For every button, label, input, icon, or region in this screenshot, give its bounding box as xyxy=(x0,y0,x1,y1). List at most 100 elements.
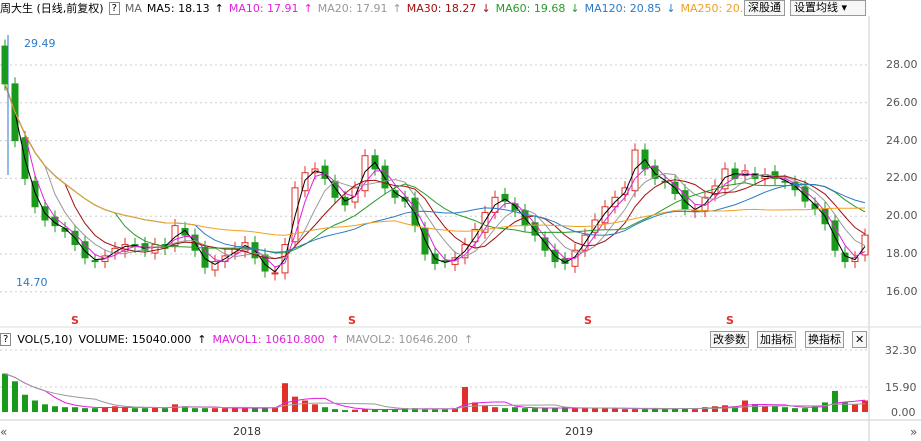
price-tick: 22.00 xyxy=(886,171,918,185)
volume-bar xyxy=(452,408,458,412)
ma-value: MA250: 20.46 xyxy=(680,1,758,15)
candle xyxy=(811,203,819,210)
arrow-icon: ↑ xyxy=(303,1,313,15)
s-marker: S xyxy=(584,314,592,327)
arrow-icon: ↓ xyxy=(570,1,580,15)
vol-tick: 15.90 xyxy=(885,381,917,394)
volume-value: VOLUME: 15040.000 xyxy=(78,332,192,346)
volume-bar xyxy=(552,408,558,412)
volume-bar xyxy=(102,407,108,412)
volume-header: ? VOL(5,10) VOLUME: 15040.000 ↑ MAVOL1: 1… xyxy=(0,331,479,347)
volume-bar xyxy=(272,407,278,412)
stock-title: 周大生 (日线,前复权) xyxy=(0,2,104,15)
volume-bar xyxy=(122,407,128,412)
volume-bar xyxy=(582,408,588,412)
candle xyxy=(361,155,369,192)
ma-header: 周大生 (日线,前复权) ? MA MA5: 18.13 ↑ MA10: 17.91… xyxy=(0,0,921,16)
vol-title: VOL(5,10) xyxy=(17,332,73,346)
arrow-icon: ↓ xyxy=(666,1,676,15)
volume-bar xyxy=(352,409,358,412)
arrow-up-icon: ↑ xyxy=(330,332,340,346)
candle xyxy=(601,206,609,224)
vol-tick: 32.30 xyxy=(885,344,917,357)
volume-bar xyxy=(42,404,48,412)
volume-bar xyxy=(682,408,688,412)
dropdown-icon: ▾ xyxy=(841,1,848,14)
candle xyxy=(201,246,209,268)
candle xyxy=(321,165,329,179)
change-params-button[interactable]: 改参数 xyxy=(710,331,749,348)
vol-help-button[interactable]: ? xyxy=(0,332,12,346)
volume-bar xyxy=(212,408,218,412)
scroll-left-button[interactable]: « xyxy=(0,425,8,439)
help-button[interactable]: ? xyxy=(108,1,120,15)
candle xyxy=(91,260,99,263)
volume-bar xyxy=(572,408,578,412)
volume-bar xyxy=(22,394,28,412)
volume-bar xyxy=(112,406,118,412)
sgt-button[interactable]: 深股通 xyxy=(744,0,785,16)
candle xyxy=(541,237,549,251)
volume-bar xyxy=(332,409,338,412)
volume-bar xyxy=(692,409,698,412)
mavol-line xyxy=(4,373,866,411)
volume-bar xyxy=(322,407,328,412)
candle xyxy=(151,244,159,254)
ma-line xyxy=(4,83,866,236)
ma-values: MA5: 18.13 ↑ MA10: 17.91 ↑ MA20: 17.91 ↑ MA30:… xyxy=(147,2,767,15)
price-tick: 20.00 xyxy=(886,209,918,223)
volume-bar xyxy=(392,409,398,412)
candle xyxy=(861,234,869,256)
candle xyxy=(501,193,509,202)
volume-bar xyxy=(82,408,88,412)
ma-line xyxy=(4,83,866,253)
candle xyxy=(531,222,539,236)
volume-bar xyxy=(532,408,538,412)
volume-bar xyxy=(632,409,638,412)
volume-bar xyxy=(162,408,168,412)
ma-value: MA30: 18.27 xyxy=(406,1,477,15)
volume-bar xyxy=(252,408,258,412)
set-ma-button[interactable]: 设置均线 ▾ xyxy=(790,0,866,16)
volume-bar xyxy=(362,409,368,412)
volume-bar xyxy=(782,407,788,412)
candle xyxy=(81,241,89,259)
volume-bar xyxy=(172,404,178,412)
min-price-label: 14.70 xyxy=(16,276,48,289)
scroll-right-button[interactable]: » xyxy=(910,425,918,439)
volume-bar xyxy=(752,404,758,412)
s-marker: S xyxy=(71,314,79,327)
candle xyxy=(481,211,489,233)
volume-bar xyxy=(382,409,388,412)
x-label-2019: 2019 xyxy=(565,425,593,438)
volume-bar xyxy=(92,408,98,412)
add-indicator-button[interactable]: 加指标 xyxy=(757,331,796,348)
volume-bar xyxy=(812,406,818,412)
ma-value: MA20: 17.91 xyxy=(317,1,388,15)
arrow-icon: ↑ xyxy=(214,1,224,15)
volume-bar xyxy=(662,409,668,412)
vol-tick: 0.00 xyxy=(891,406,916,419)
candle xyxy=(471,228,479,243)
s-marker: S xyxy=(726,314,734,327)
price-tick: 24.00 xyxy=(886,133,918,147)
arrow-icon: ↓ xyxy=(481,1,491,15)
volume-bar xyxy=(222,408,228,412)
close-indicator-button[interactable]: ✕ xyxy=(852,331,868,348)
volume-bar xyxy=(472,402,478,412)
volume-bar xyxy=(492,407,498,412)
candle xyxy=(631,149,639,192)
arrow-up-icon: ↑ xyxy=(197,332,207,346)
volume-bar xyxy=(142,408,148,412)
volume-bar xyxy=(482,405,488,412)
switch-indicator-button[interactable]: 换指标 xyxy=(805,331,844,348)
volume-bar xyxy=(622,409,628,412)
volume-bar xyxy=(642,409,648,412)
volume-bar xyxy=(712,406,718,412)
volume-bar xyxy=(232,407,238,412)
volume-bar xyxy=(802,408,808,412)
volume-bar xyxy=(612,408,618,412)
volume-bar xyxy=(562,407,568,412)
candle xyxy=(31,180,39,208)
